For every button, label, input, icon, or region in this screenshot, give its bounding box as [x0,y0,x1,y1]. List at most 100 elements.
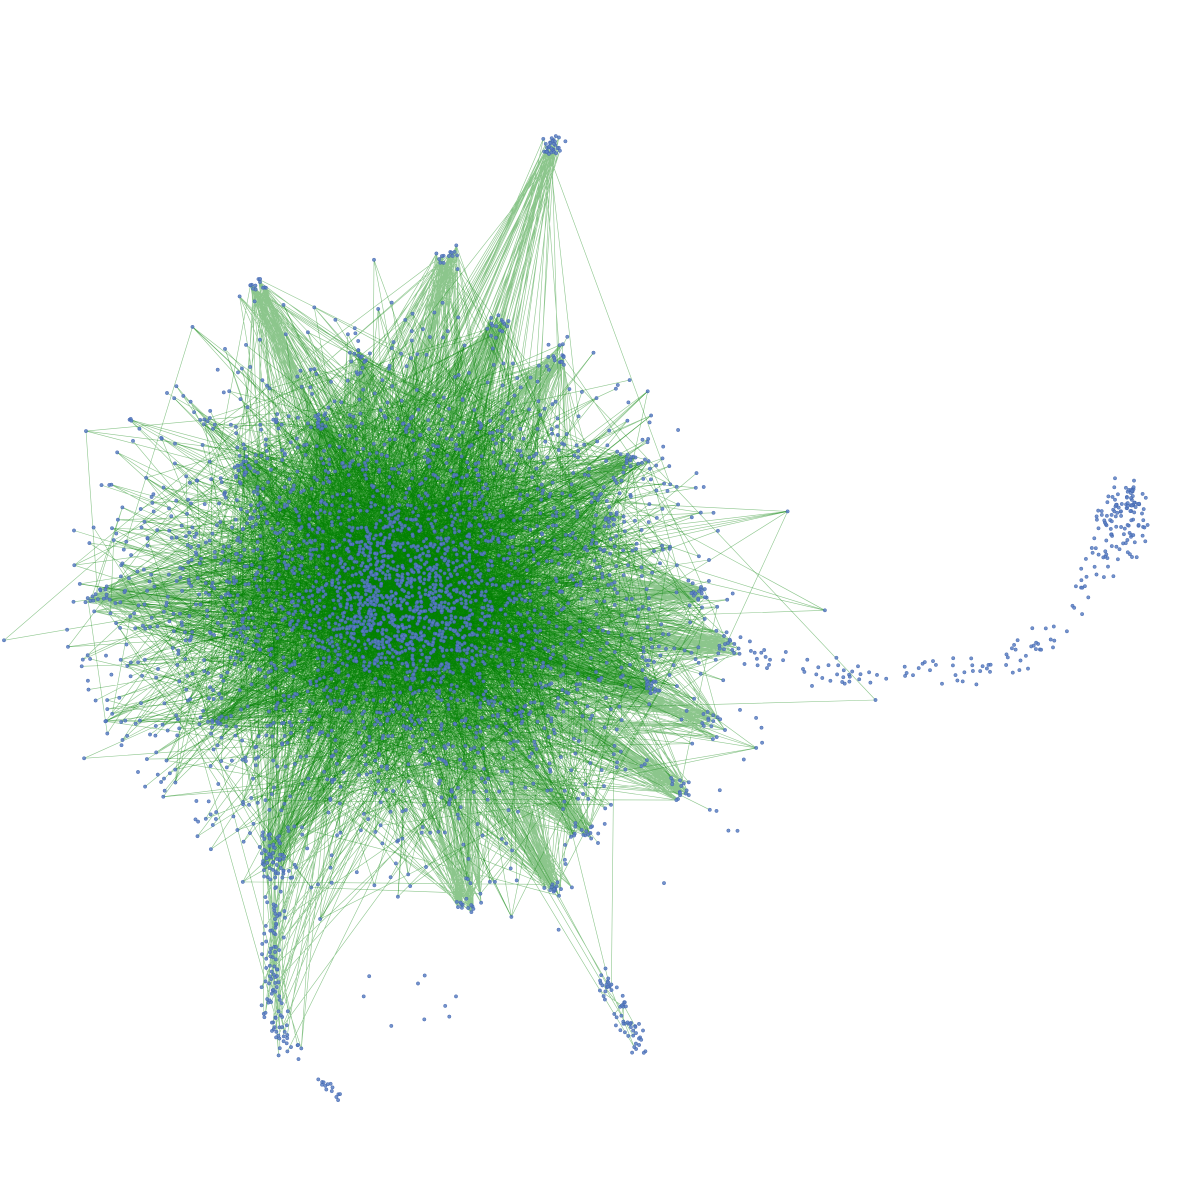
graph-node [537,639,542,644]
graph-node [246,626,251,630]
graph-node [459,657,464,662]
graph-node [928,668,932,673]
graph-node [249,796,254,800]
graph-node [1101,555,1106,560]
graph-node [511,361,515,366]
graph-node [379,655,384,660]
graph-node [902,664,907,669]
graph-node [618,1028,623,1033]
graph-node [1128,509,1133,513]
graph-node [277,911,282,916]
graph-node [428,565,432,570]
graph-node [1130,488,1135,493]
graph-node [342,610,347,615]
graph-node [574,583,579,588]
graph-node [517,593,522,598]
graph-node [599,768,604,772]
graph-node [460,563,465,568]
graph-node [607,504,612,509]
graph-node [602,548,607,552]
graph-node [300,556,304,561]
graph-node [308,556,313,561]
graph-node [525,568,529,572]
graph-node [612,517,617,522]
graph-node [260,593,265,598]
graph-node [511,468,516,473]
graph-node [297,543,301,548]
graph-node [922,660,927,664]
graph-node [333,738,338,742]
graph-node [253,283,258,288]
graph-node [184,474,189,479]
graph-node [454,684,459,689]
graph-node [455,572,460,577]
graph-node [402,523,407,528]
graph-node [446,563,451,568]
graph-node [173,441,177,446]
graph-node [531,781,536,786]
graph-node [433,473,438,478]
graph-node [514,461,518,466]
graph-node [1051,645,1055,650]
graph-node [240,757,245,762]
graph-node [532,454,536,458]
graph-node [271,842,276,847]
graph-node [250,616,255,620]
graph-node [374,533,378,538]
graph-node [167,528,172,533]
graph-node [1095,517,1099,522]
graph-node [481,659,485,664]
graph-node [552,731,557,736]
graph-node [213,817,218,821]
graph-node [324,502,329,507]
graph-node [403,808,408,812]
graph-node [501,361,506,366]
graph-node [384,766,389,771]
graph-node [153,724,158,728]
graph-node [552,142,556,146]
graph-node [505,463,510,468]
graph-node [700,605,704,610]
graph-node [656,688,660,693]
graph-node [736,646,741,651]
graph-node [400,578,405,583]
graph-node [347,350,352,355]
graph-node [884,676,889,681]
graph-node [490,515,495,520]
graph-node [419,637,424,642]
graph-node [552,505,556,510]
graph-node [273,917,277,921]
graph-node [590,538,595,542]
graph-node [188,399,193,404]
graph-node [437,688,441,693]
graph-node [1141,507,1146,511]
graph-node [311,584,316,589]
graph-node [282,661,286,666]
graph-node [335,652,340,657]
graph-node [221,606,226,611]
graph-node [118,657,123,662]
graph-node [375,488,379,493]
graph-node [363,600,367,605]
graph-node [320,422,325,427]
graph-node [491,362,496,367]
graph-node [557,589,562,594]
graph-node [579,828,584,832]
graph-node [317,626,322,630]
graph-node [283,563,288,567]
graph-node [637,1022,641,1026]
graph-node [555,611,559,616]
graph-node [438,260,443,265]
graph-node [521,663,526,668]
graph-node [329,635,334,640]
graph-node [91,525,96,530]
graph-node [258,277,262,281]
graph-node [762,648,767,652]
graph-node [350,566,355,570]
graph-node [645,758,649,763]
graph-node [639,528,644,532]
graph-node [317,644,322,649]
graph-node [591,350,596,355]
graph-node [955,678,960,683]
graph-node [164,758,169,763]
